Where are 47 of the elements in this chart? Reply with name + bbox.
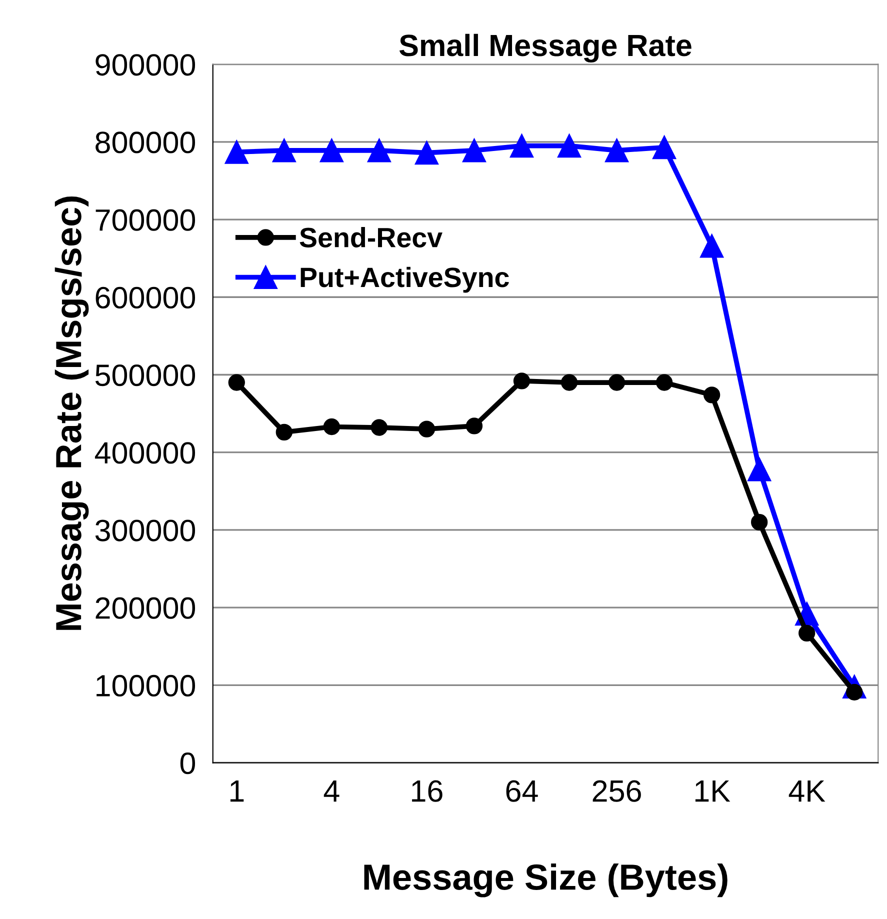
y-tick-label: 300000 [95,520,196,542]
x-tick-label: 16 [412,780,442,802]
y-axis-title: Message Rate (Msgs/sec) [54,196,89,630]
point [323,418,340,436]
y-tick-label: 900000 [96,54,196,76]
y-tick-label: 0 [180,752,196,774]
x-tick-label: 64 [506,780,538,802]
chart-title: Small Message Rate [399,34,692,62]
point [228,374,245,391]
point [466,418,483,434]
point [418,420,436,438]
y-tick-label: 200000 [96,597,196,619]
point [276,424,292,441]
point [608,374,626,391]
point [703,386,720,404]
y-tick-label: 400000 [94,442,196,464]
point [557,134,582,158]
point [751,514,768,531]
x-tick-label: 1K [695,780,730,802]
point [748,458,772,482]
point [462,138,486,162]
point [798,624,816,642]
point [320,138,344,162]
y-tick-label: 500000 [95,364,196,386]
point [652,136,676,160]
point [224,140,248,164]
point [604,138,629,162]
point [656,374,673,391]
legend-label: Put+ActiveSync [300,266,509,293]
point [414,140,439,165]
x-tick-label: 256 [592,780,641,802]
point [367,138,391,162]
point [370,419,388,436]
y-tick-label: 600000 [96,286,196,309]
legend-label: Send-Recv [300,227,442,248]
y-tick-label: 800000 [96,132,196,154]
point [513,372,530,390]
point [272,138,296,162]
x-axis-title: Message Size (Bytes) [364,863,728,898]
point [560,374,578,391]
point [700,234,724,258]
x-tick-label: 1 [230,780,244,802]
x-tick-label: 4 [324,780,340,802]
x-tick-label: 4K [788,780,826,802]
y-tick-label: 100000 [96,674,196,697]
point [510,134,534,158]
y-tick-label: 700000 [96,209,196,231]
